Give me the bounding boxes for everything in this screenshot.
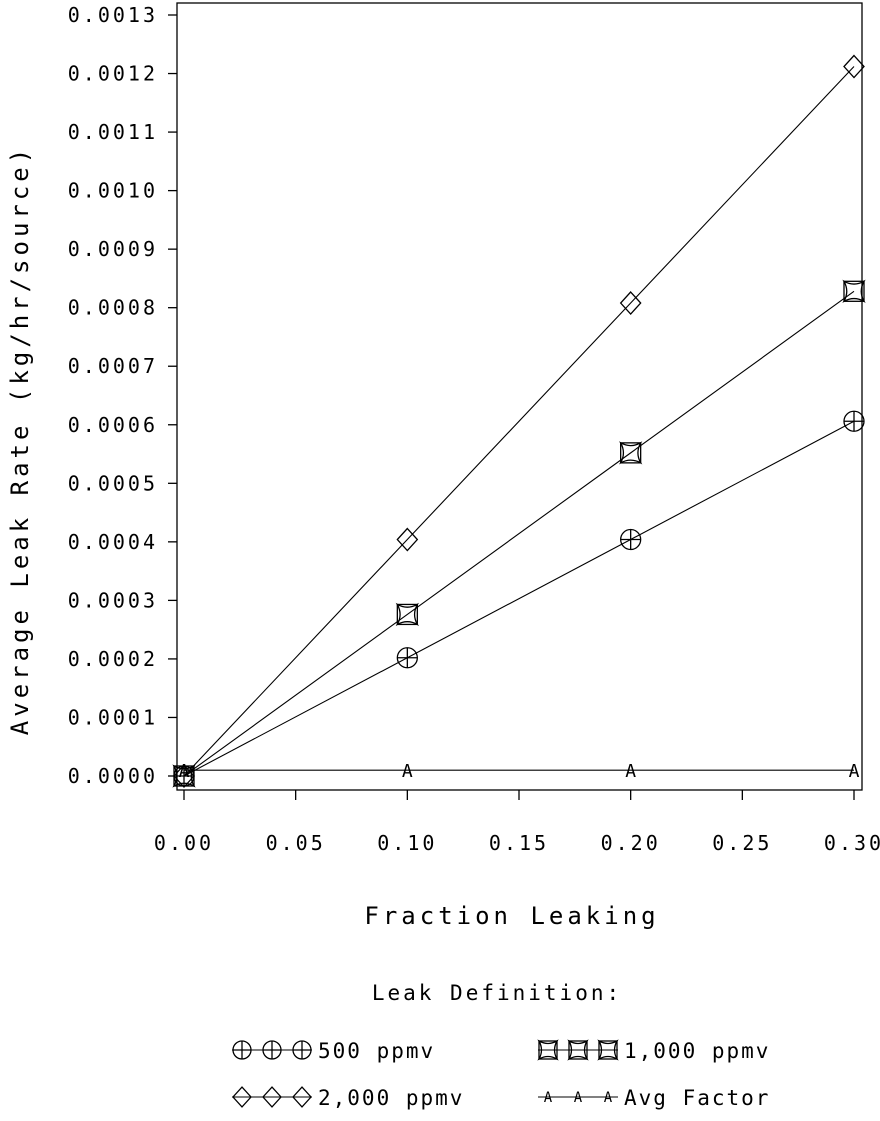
y-tick-label: 0.0001 [68, 705, 158, 729]
data-point-s0-1 [396, 647, 418, 669]
x-tick-label: 0.10 [377, 831, 437, 855]
y-tick-label: 0.0011 [68, 120, 158, 144]
legend-marker [232, 1086, 252, 1108]
plot-area: 0.0000 0.0001 0.0002 0.0003 0.0004 0.0005 0.00… [68, 2, 880, 855]
y-tick-label: 0.0002 [68, 647, 158, 671]
series-line-1 [183, 290, 855, 777]
y-tick-label: 0.0010 [68, 179, 158, 203]
y-tick-label: 0.0007 [68, 354, 158, 378]
legend-title: Leak Definition: [372, 981, 622, 1005]
legend: 500 ppmv 1,000 ppmv 2,000 ppmv A A A Avg Facto… [232, 1039, 770, 1110]
data-point-s2-3 [843, 54, 865, 79]
y-tick-label: 0.0009 [68, 237, 158, 261]
y-tick-label: 0.0008 [68, 296, 158, 320]
data-point-s3-1: A [402, 761, 413, 782]
legend-marker: A [544, 1090, 553, 1106]
y-tick-label: 0.0013 [68, 3, 158, 27]
x-tick-label: 0.25 [712, 831, 772, 855]
legend-marker [232, 1040, 252, 1060]
data-point-s0-3 [843, 410, 865, 432]
y-tick-label: 0.0004 [68, 530, 158, 554]
legend-marker: A [604, 1090, 613, 1106]
legend-marker [262, 1040, 282, 1060]
data-point-s1-3 [842, 279, 866, 303]
y-tick-label: 0.0000 [68, 764, 158, 788]
y-tick-label: 0.0012 [68, 62, 158, 86]
plot-frame [176, 2, 863, 791]
legend-marker [537, 1039, 559, 1061]
series-line-0 [183, 420, 855, 777]
x-tick-label: 0.00 [154, 831, 214, 855]
legend-label: 500 ppmv [318, 1039, 435, 1063]
series-line-2 [183, 66, 855, 777]
y-tick-label: 0.0003 [68, 588, 158, 612]
data-point-s3-2: A [625, 761, 636, 782]
x-tick-label: 0.20 [601, 831, 661, 855]
data-point-s2-2 [619, 291, 642, 315]
data-point-s3-0: A [179, 761, 190, 782]
x-axis-title: Fraction Leaking [364, 902, 659, 930]
x-tick-label: 0.15 [489, 831, 549, 855]
y-axis-title: Average Leak Rate (kg/hr/source) [6, 145, 34, 735]
legend-marker [597, 1039, 619, 1061]
legend-entry-0: 500 ppmv [232, 1039, 435, 1063]
data-point-s1-2 [619, 441, 643, 465]
data-point-s2-1 [396, 527, 419, 552]
x-tick-label: 0.05 [266, 831, 326, 855]
legend-marker [262, 1086, 282, 1108]
legend-marker [567, 1039, 589, 1061]
legend-label: 1,000 ppmv [624, 1039, 770, 1063]
y-tick-label: 0.0006 [68, 413, 158, 437]
y-tick-label: 0.0005 [68, 471, 158, 495]
data-point-s3-3: A [849, 761, 860, 782]
data-point-s0-2 [620, 528, 642, 551]
data-point-s1-1 [395, 602, 419, 627]
legend-entry-3: A A A Avg Factor [538, 1086, 770, 1110]
legend-entry-1: 1,000 ppmv [537, 1039, 770, 1063]
legend-label: Avg Factor [624, 1086, 770, 1110]
legend-marker [292, 1086, 312, 1108]
data-point-s2-0 [173, 764, 195, 788]
x-tick-label: 0.30 [824, 831, 880, 855]
legend-entry-2: 2,000 ppmv [232, 1086, 464, 1110]
legend-label: 2,000 ppmv [318, 1086, 464, 1110]
legend-marker: A [574, 1090, 583, 1106]
legend-marker [292, 1040, 312, 1060]
